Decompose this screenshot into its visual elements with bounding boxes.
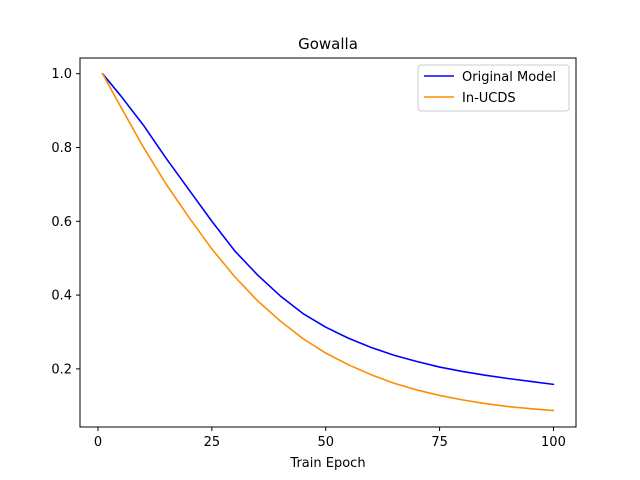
- y-axis-ticks: 0.2 0.4 0.6 0.8 1.0: [51, 67, 80, 377]
- plot-frame: [79, 57, 577, 428]
- y-tick-label: 0.2: [51, 362, 72, 377]
- y-tick-label: 0.8: [51, 141, 72, 156]
- y-tick-label: 0.4: [51, 289, 72, 304]
- chart-title: Gowalla: [298, 35, 358, 53]
- x-tick-label: 0: [94, 435, 102, 450]
- x-tick-label: 25: [204, 435, 221, 450]
- y-tick-label: 0.6: [51, 215, 72, 230]
- legend: Original Model In-UCDS: [417, 64, 570, 112]
- x-tick-label: 75: [431, 435, 448, 450]
- legend-label-in-ucds: In-UCDS: [462, 91, 516, 106]
- y-tick-label: 1.0: [51, 67, 72, 82]
- series-lines: [101, 72, 555, 412]
- series-line-in-ucds: [101, 72, 555, 412]
- legend-box: [417, 64, 570, 112]
- series-line-original-model: [101, 72, 555, 386]
- x-tick-label: 100: [541, 435, 566, 450]
- x-axis-label: Train Epoch: [289, 456, 365, 471]
- x-tick-label: 50: [317, 435, 334, 450]
- x-axis-ticks: 0 25 50 75 100: [94, 427, 566, 450]
- legend-label-original-model: Original Model: [462, 70, 556, 85]
